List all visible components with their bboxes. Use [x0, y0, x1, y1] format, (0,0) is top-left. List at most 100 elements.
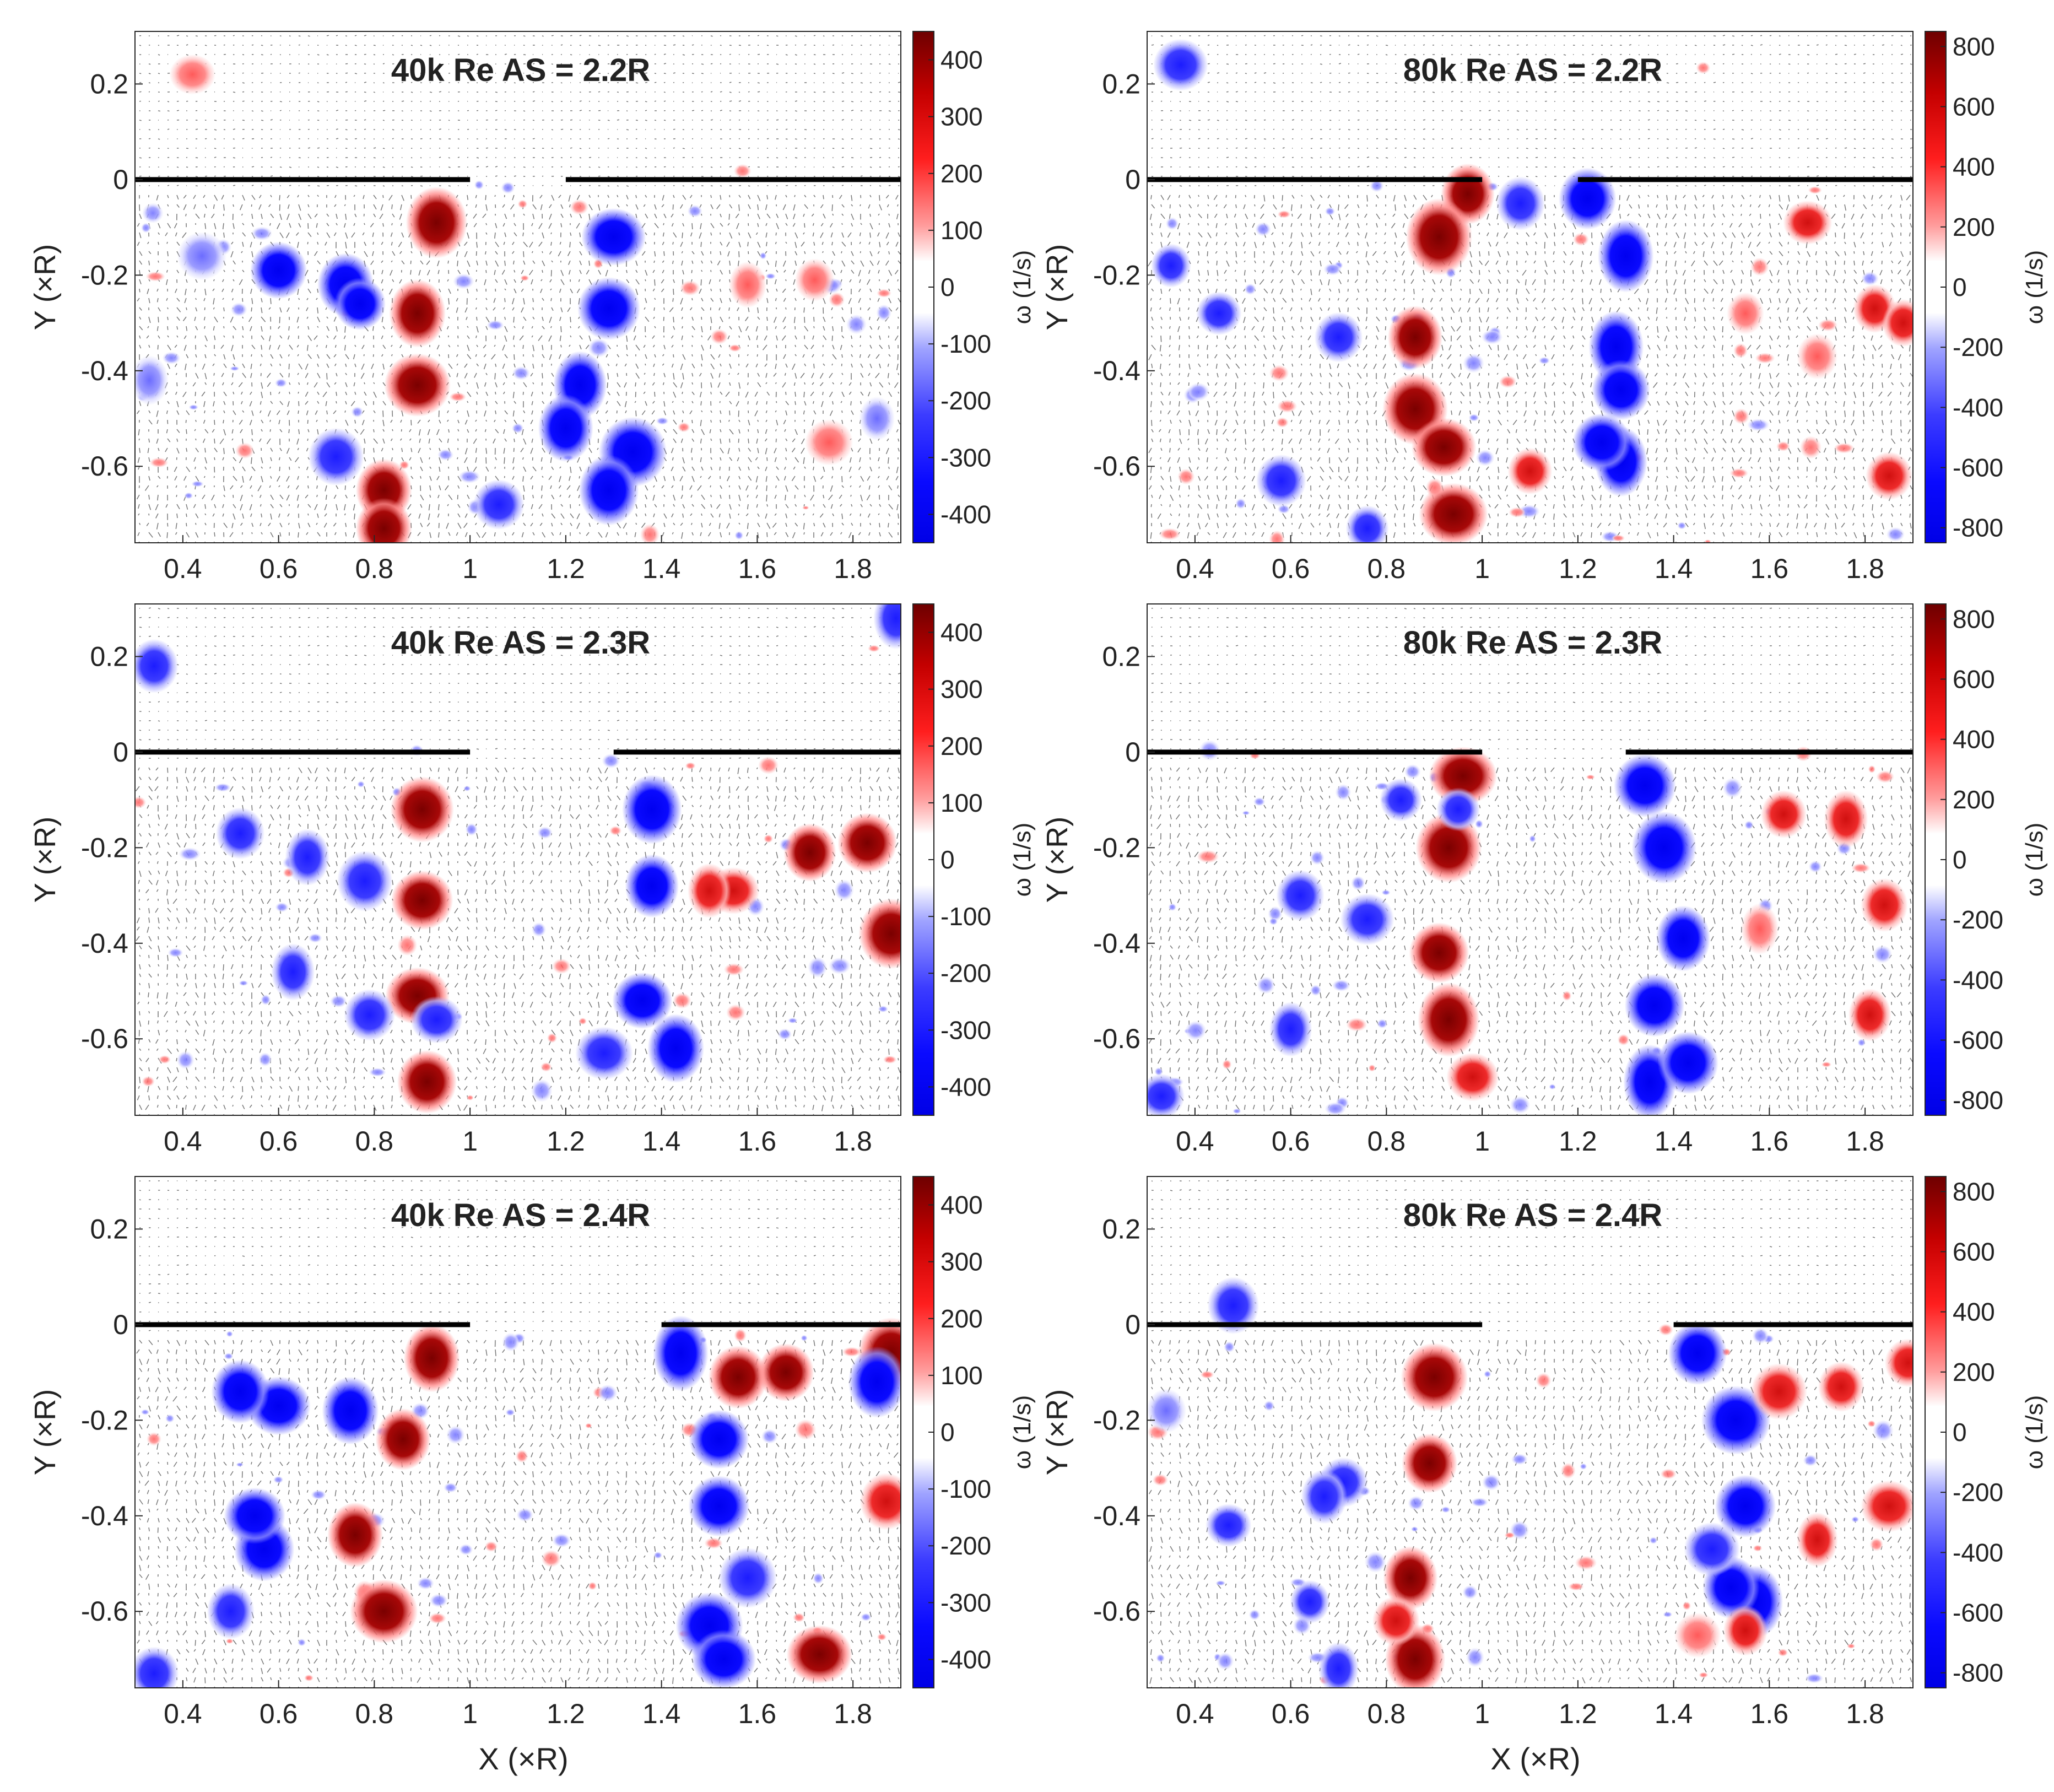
colorbar-tick-label: -100: [940, 902, 991, 931]
y-tick-label: 0: [1125, 164, 1140, 195]
vorticity-blob: [1408, 1496, 1424, 1511]
vortex-negative: [688, 1476, 750, 1537]
vortex-negative: [1206, 1504, 1252, 1547]
vorticity-blob: [653, 1552, 663, 1559]
panel-title: 40k Re AS = 2.3R: [391, 625, 650, 661]
vorticity-blob: [598, 1384, 618, 1401]
vortex-negative: [1592, 359, 1650, 420]
vorticity-blob: [275, 902, 289, 913]
vorticity-blob: [1404, 764, 1421, 779]
vorticity-blob: [1153, 1474, 1168, 1486]
y-tick-label: -0.4: [81, 928, 128, 959]
colorbar-tick-label: -300: [940, 1588, 991, 1617]
vortex-negative: [207, 1583, 255, 1639]
y-axis-label: Y (×R): [1041, 817, 1074, 903]
vorticity-blob: [1468, 414, 1479, 422]
vorticity-blob: [158, 1055, 171, 1064]
plot-area: [135, 604, 901, 1115]
colorbar-label: ω (1/s): [2021, 250, 2048, 325]
colorbar-tick-label: -200: [940, 386, 991, 415]
vorticity-blob: [834, 879, 854, 901]
vorticity-blob: [1538, 357, 1550, 365]
vorticity-blob: [1699, 1672, 1709, 1678]
vorticity-blob: [1799, 436, 1822, 459]
vorticity-blob: [829, 957, 851, 974]
vortex-negative: [1153, 39, 1208, 91]
vorticity-blob: [1818, 319, 1837, 331]
vortex-negative: [581, 208, 646, 266]
vorticity-blob: [1744, 821, 1754, 830]
vortex-positive: [794, 258, 835, 301]
vortex-positive: [1727, 292, 1764, 334]
colorbar-tick-label: 400: [1953, 153, 1995, 181]
vortex-negative: [1207, 1277, 1260, 1334]
vorticity-blob: [1861, 271, 1879, 286]
vorticity-blob: [1255, 222, 1271, 236]
vorticity-blob: [1277, 210, 1291, 218]
vorticity-blob: [588, 338, 609, 358]
colorbar-tick-label: -400: [1953, 1538, 2003, 1567]
colorbar-tick-label: 600: [1953, 665, 1995, 693]
vorticity-blob: [176, 1051, 194, 1070]
x-tick-label: 0.6: [1272, 553, 1310, 584]
vorticity-blob: [1809, 860, 1822, 873]
vorticity-blob: [512, 366, 530, 380]
x-tick-label: 1: [1474, 1126, 1490, 1157]
vortex-negative: [308, 428, 364, 486]
vortex-negative: [1559, 168, 1617, 230]
vorticity-blob: [1753, 1545, 1763, 1552]
colorbar-tick-label: -200: [940, 959, 991, 987]
colorbar-label: ω (1/s): [2021, 1395, 2048, 1470]
y-tick-label: 0.2: [1102, 641, 1140, 672]
x-tick-label: 0.8: [355, 1126, 394, 1157]
x-tick-label: 0.8: [1367, 553, 1406, 584]
vorticity-blob: [787, 1018, 798, 1024]
vorticity-blob: [1704, 539, 1711, 543]
vortex-negative: [1314, 312, 1363, 363]
chart-panel: 0.4 0.6 0.8 1 1.2 1.4 1.6 1.8 0.2 0 -0.2 -0.4 -0.6 Y …: [29, 31, 1036, 584]
vorticity-blob: [1750, 257, 1769, 276]
chart-panel: 0.4 0.6 0.8 1 1.2 1.4 1.6 1.8 0.2 0 -0.2 -0.4 -0.6 Y …: [1041, 31, 2048, 584]
vorticity-blob: [1269, 917, 1278, 925]
vorticity-blob: [1276, 417, 1289, 428]
vortex-negative: [322, 1377, 379, 1445]
velocity-vectors: [1147, 35, 1913, 543]
vorticity-blob: [801, 1335, 808, 1341]
vortex-negative: [691, 1629, 756, 1688]
vorticity-blob: [1159, 528, 1181, 541]
colorbar-tick-label: 0: [940, 1418, 955, 1446]
vorticity-blob: [1755, 353, 1775, 364]
vorticity-blob: [1325, 207, 1335, 216]
vortex-negative: [250, 241, 307, 299]
vorticity-blob: [487, 320, 504, 330]
vorticity-blob: [1876, 770, 1894, 783]
vorticity-blob: [1217, 1652, 1234, 1670]
vorticity-blob: [1573, 233, 1589, 246]
vorticity-blob: [1873, 1420, 1894, 1442]
vorticity-blob: [520, 275, 529, 281]
colorbar-tick-label: -800: [1953, 1086, 2003, 1115]
vorticity-blob: [308, 933, 322, 943]
y-tick-label: 0: [113, 164, 128, 195]
vortex-positive: [1401, 1343, 1468, 1412]
plot-background: [135, 31, 901, 543]
y-tick-label: 0.2: [1102, 68, 1140, 99]
vortex-negative: [622, 775, 682, 844]
x-axis-label: X (×R): [1490, 1741, 1580, 1776]
vortex-positive: [1750, 1363, 1807, 1420]
vorticity-blob: [540, 1062, 552, 1072]
vortex-positive: [786, 1625, 852, 1684]
vorticity-blob: [397, 935, 418, 956]
x-tick-label: 1.4: [642, 1698, 681, 1729]
vorticity-blob: [1873, 945, 1893, 964]
vorticity-blob: [1677, 522, 1687, 530]
vorticity-blob: [1177, 468, 1195, 485]
vorticity-blob: [734, 531, 744, 540]
vorticity-blob: [1370, 180, 1384, 192]
vorticity-blob: [1235, 498, 1246, 509]
plot-area: [1147, 607, 1913, 1115]
vorticity-blob: [369, 1067, 386, 1077]
panel-title: 80k Re AS = 2.4R: [1403, 1197, 1662, 1233]
vorticity-blob: [1185, 1021, 1207, 1040]
vortex-positive: [1446, 1052, 1499, 1102]
